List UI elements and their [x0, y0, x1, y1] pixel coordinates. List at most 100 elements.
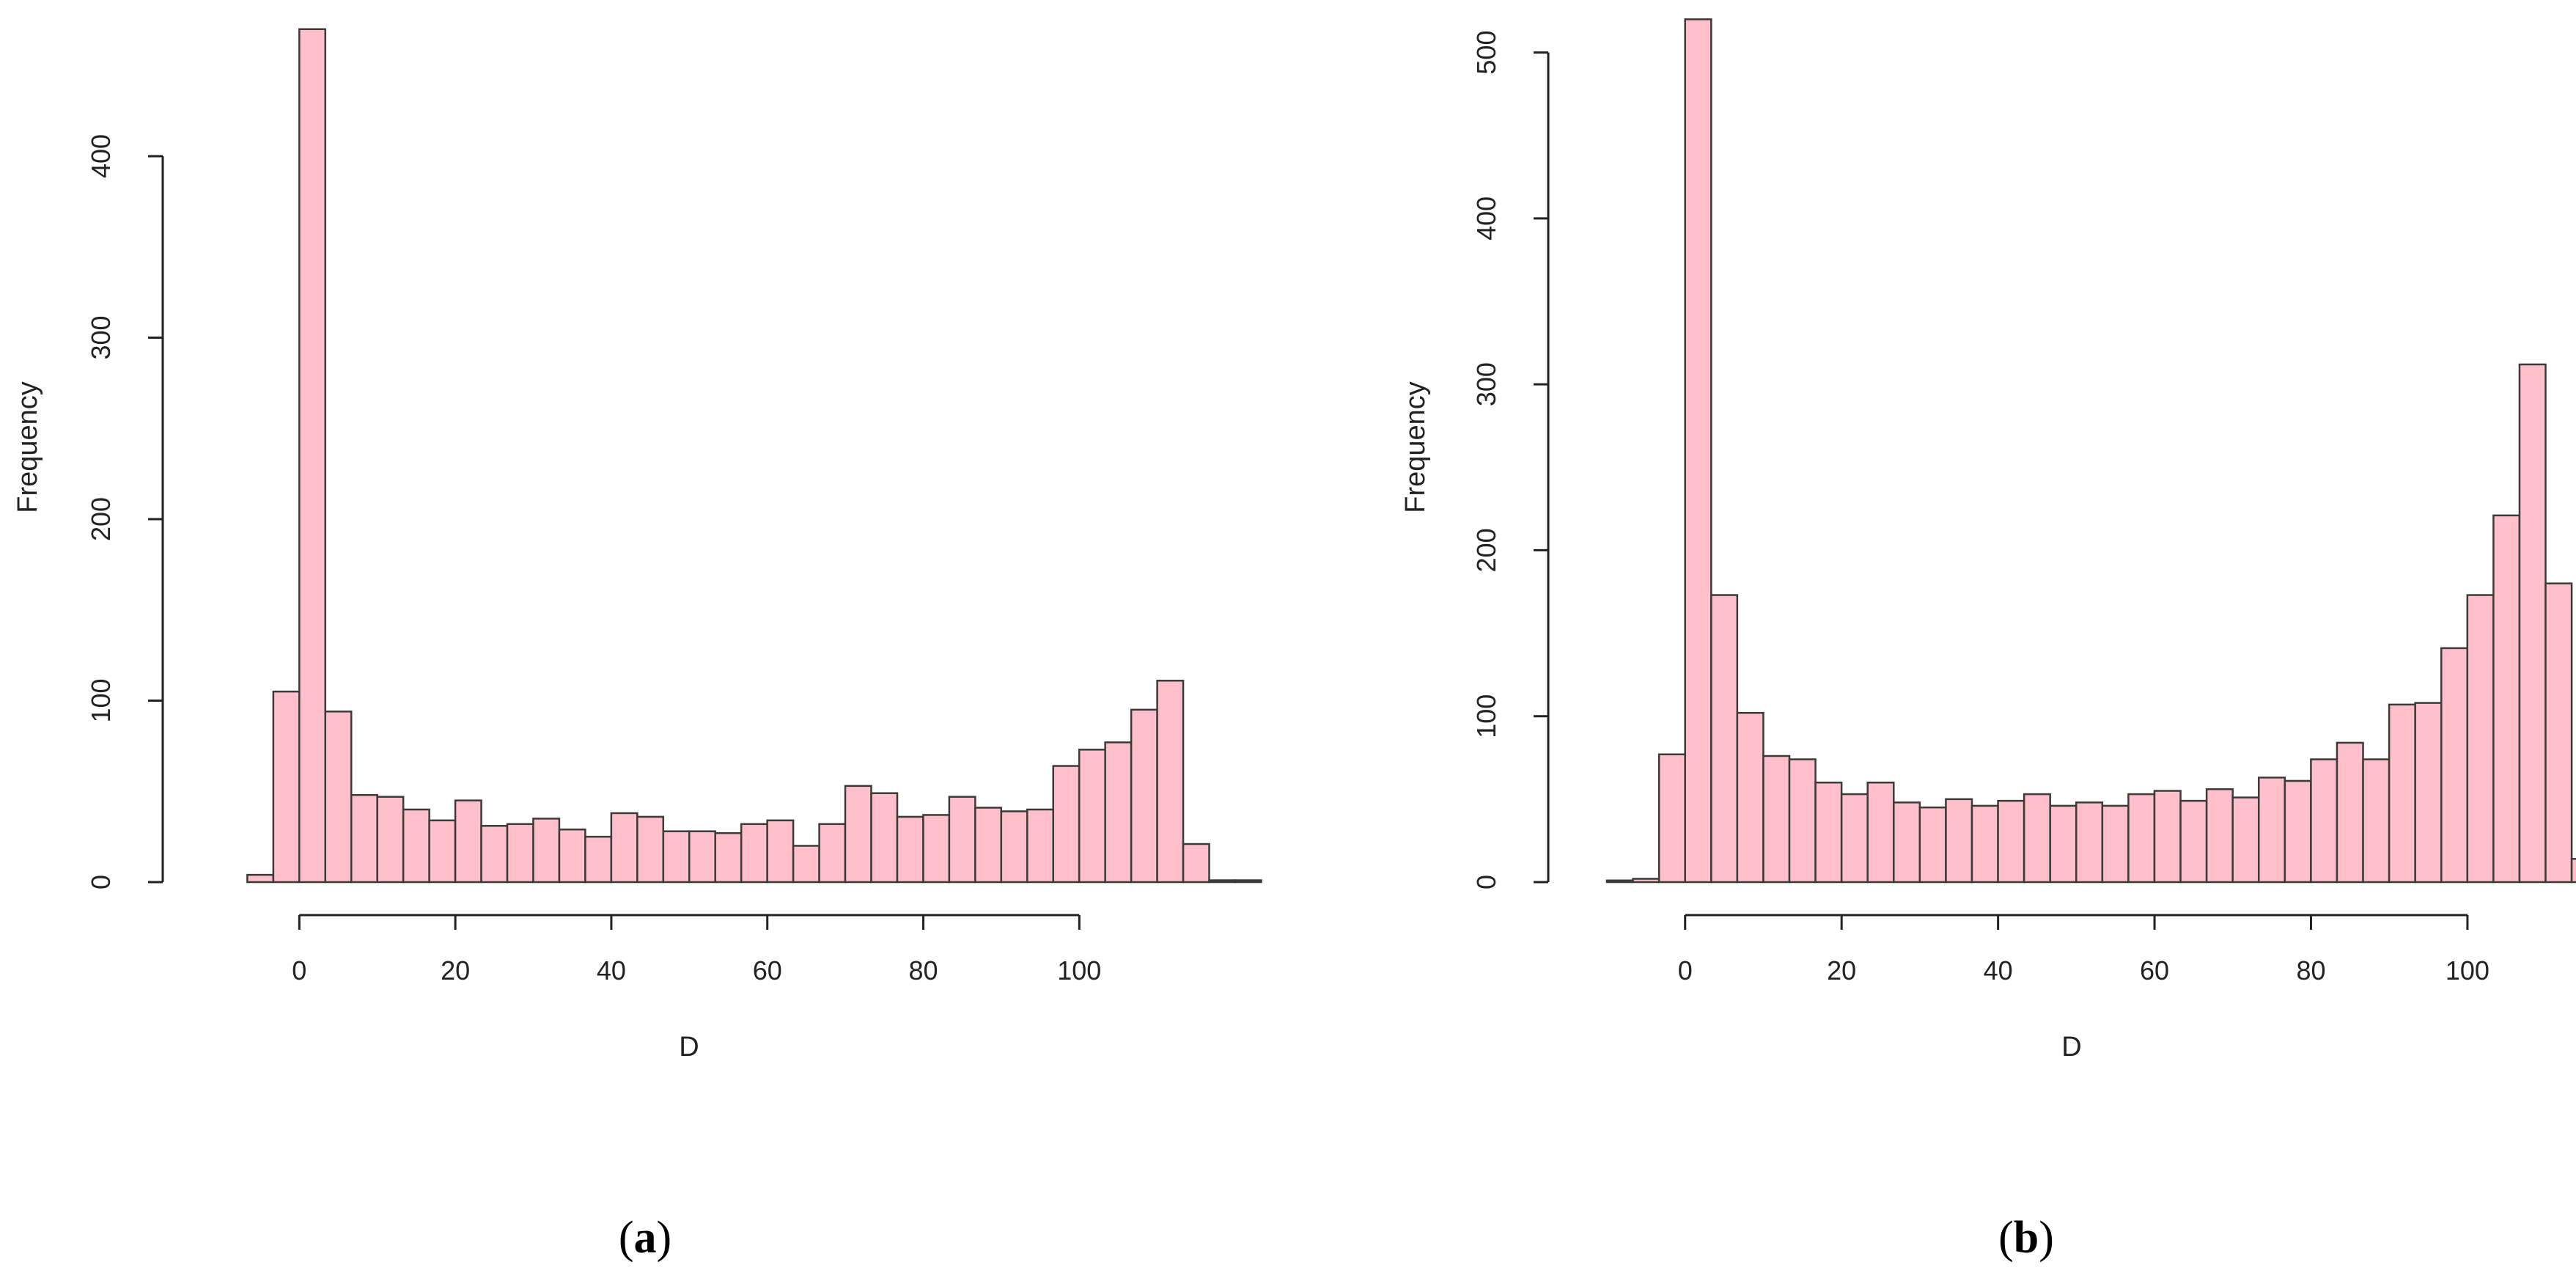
histogram-bar — [1918, 806, 1947, 884]
y-tick-label: 500 — [1471, 31, 1501, 75]
histogram-panel-a: 0 100 200 300 400 0 20 40 60 80 100 Frequency D (… — [12, 28, 1262, 1263]
histogram-bar — [2049, 804, 2078, 884]
histogram-bar — [324, 711, 353, 884]
histogram-bar — [272, 690, 301, 884]
x-ticks-b: 0 20 40 60 80 100 — [1678, 915, 2489, 985]
histogram-bars-a — [246, 28, 1262, 884]
histogram-bar — [922, 814, 951, 884]
histogram-bar — [1156, 680, 1185, 884]
histogram-bar — [1970, 804, 1999, 884]
histogram-bar — [2362, 758, 2391, 884]
histogram-bar — [1893, 801, 1921, 884]
x-tick-label: 0 — [292, 955, 306, 985]
histogram-bar — [1182, 843, 1210, 884]
histogram-bar — [1130, 708, 1158, 884]
y-axis-title-b: Frequency — [1400, 381, 1431, 513]
y-tick-label: 100 — [86, 678, 116, 722]
histogram-bar — [1234, 879, 1262, 884]
histogram-bar — [1788, 758, 1817, 884]
x-tick-label: 40 — [597, 955, 626, 985]
panel-label-a: a — [634, 1213, 657, 1263]
histogram-bar — [2336, 741, 2364, 884]
histogram-bar — [1632, 878, 1660, 884]
histogram-bar — [246, 873, 275, 884]
histogram-bar — [558, 828, 586, 884]
y-tick-label: 100 — [1471, 694, 1501, 738]
histogram-bar — [740, 823, 768, 884]
histogram-bar — [2127, 793, 2156, 884]
histogram-bar — [2310, 758, 2338, 884]
histogram-bar — [350, 793, 378, 884]
histogram-bar — [2518, 363, 2547, 884]
histogram-bar — [2544, 582, 2573, 884]
histogram-bar — [688, 830, 716, 884]
y-tick-label: 200 — [1471, 528, 1501, 572]
histogram-bar — [2153, 790, 2182, 884]
x-ticks-a: 0 20 40 60 80 100 — [292, 915, 1101, 985]
y-tick-label: 0 — [86, 875, 116, 889]
x-tick-label: 100 — [1057, 955, 1101, 985]
histogram-bar — [2258, 777, 2286, 884]
y-tick-label: 200 — [86, 497, 116, 541]
histogram-bar — [454, 799, 482, 884]
histogram-bar — [1762, 755, 1791, 884]
histogram-bar — [428, 819, 457, 884]
histogram-bar — [402, 808, 430, 884]
x-axis-title-a: D — [679, 1032, 699, 1062]
panel-caption-a: (a) — [619, 1213, 671, 1263]
histogram-bar — [636, 815, 665, 884]
histogram-bar — [844, 785, 872, 884]
y-ticks-b: 0 100 200 300 400 500 — [1471, 31, 1548, 889]
histogram-bar — [2231, 796, 2260, 884]
histogram-bar — [584, 835, 613, 884]
x-tick-label: 100 — [2446, 955, 2489, 985]
histogram-bar — [376, 796, 405, 884]
histogram-bar — [2284, 779, 2312, 884]
histogram-bar — [714, 832, 743, 884]
histogram-bar — [480, 825, 509, 884]
panel-label-b: b — [2014, 1213, 2039, 1263]
histogram-bar — [532, 818, 561, 884]
histogram-bar — [2179, 799, 2208, 884]
histogram-bar — [1814, 781, 1843, 884]
histogram-bar — [2388, 703, 2416, 884]
y-tick-label: 300 — [1471, 362, 1501, 406]
histogram-bar — [1078, 749, 1106, 884]
histogram-bar — [298, 28, 327, 884]
histogram-bar — [818, 823, 847, 884]
histogram-bar — [2023, 793, 2051, 884]
histogram-bar — [1684, 18, 1712, 884]
histogram-bar — [896, 815, 924, 884]
x-axis-title-b: D — [2061, 1032, 2081, 1062]
x-tick-label: 60 — [753, 955, 782, 985]
histogram-bar — [2570, 858, 2576, 884]
histogram-bar — [948, 796, 976, 884]
x-tick-label: 20 — [441, 955, 470, 985]
histogram-bar — [792, 845, 820, 884]
histogram-bar — [506, 823, 534, 884]
x-tick-label: 40 — [1984, 955, 2013, 985]
x-tick-label: 80 — [2296, 955, 2325, 985]
x-tick-label: 60 — [2140, 955, 2169, 985]
y-tick-label: 400 — [86, 134, 116, 178]
x-tick-label: 80 — [908, 955, 938, 985]
histogram-bar — [2414, 702, 2443, 884]
y-ticks-a: 0 100 200 300 400 — [86, 134, 163, 889]
histogram-bar — [1736, 711, 1764, 884]
y-tick-label: 300 — [86, 315, 116, 359]
histogram-bar — [1710, 594, 1739, 884]
histogram-bars-b — [1605, 18, 2576, 884]
histogram-bar — [766, 819, 795, 884]
panel-caption-b: (b) — [1998, 1213, 2054, 1263]
histogram-bar — [1104, 741, 1133, 884]
histogram-bar — [2466, 594, 2495, 884]
histogram-bar — [1208, 879, 1237, 884]
histogram-bar — [1000, 810, 1028, 884]
y-tick-label: 400 — [1471, 197, 1501, 241]
histogram-bar — [662, 830, 691, 884]
histogram-bar — [1052, 765, 1081, 884]
histogram-bar — [2492, 514, 2521, 884]
histogram-bar — [1945, 798, 1973, 884]
histogram-bar — [2075, 801, 2104, 884]
